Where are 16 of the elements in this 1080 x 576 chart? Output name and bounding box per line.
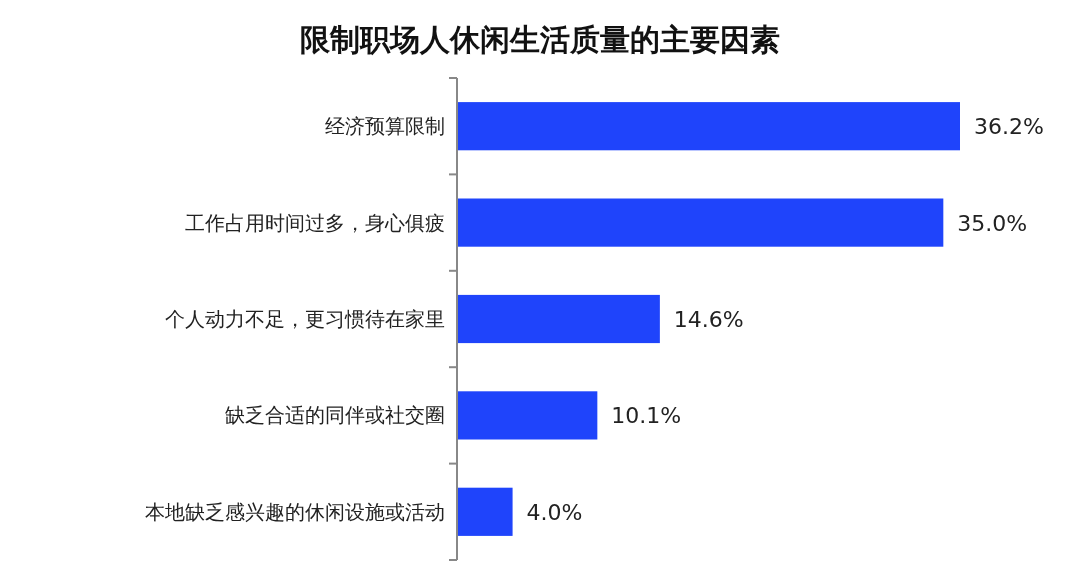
y-tick-label: 缺乏合适的同伴或社交圈 bbox=[225, 403, 445, 428]
data-label: 10.1% bbox=[611, 403, 682, 429]
y-tick-label: 经济预算限制 bbox=[325, 114, 445, 139]
data-label: 4.0% bbox=[526, 499, 583, 525]
y-tick-label: 个人动力不足，更习惯待在家里 bbox=[165, 307, 445, 331]
bar bbox=[458, 198, 944, 247]
data-label: 14.6% bbox=[673, 307, 744, 332]
data-label: 35.0% bbox=[957, 210, 1028, 236]
data-label: 36.2% bbox=[974, 114, 1044, 140]
bar bbox=[458, 391, 598, 440]
bar bbox=[458, 294, 660, 344]
chart-title: 限制职场人休闲生活质量的主要因素 bbox=[300, 22, 780, 57]
bar bbox=[458, 487, 513, 536]
y-tick-label: 工作占用时间过多，身心俱疲 bbox=[185, 210, 445, 235]
y-tick-label: 本地缺乏感兴趣的休闲设施或活动 bbox=[145, 499, 445, 524]
bar bbox=[458, 102, 960, 151]
